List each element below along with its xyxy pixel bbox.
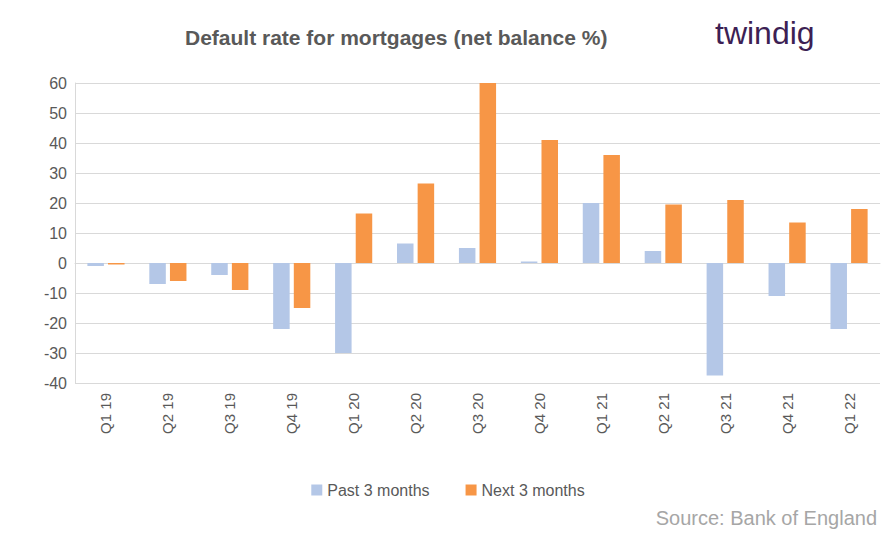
svg-text:60: 60 [49,75,67,92]
svg-text:Next 3 months: Next 3 months [482,482,585,499]
svg-text:-10: -10 [44,285,67,302]
svg-text:Q2 19: Q2 19 [159,393,176,434]
svg-text:Q2 20: Q2 20 [407,393,424,434]
svg-text:0: 0 [58,255,67,272]
svg-text:Default rate for mortgages (ne: Default rate for mortgages (net balance … [185,26,607,49]
svg-text:Q1 19: Q1 19 [97,393,114,434]
svg-text:Q1 20: Q1 20 [345,393,362,434]
svg-text:40: 40 [49,135,67,152]
svg-text:Q1 22: Q1 22 [841,393,858,434]
svg-text:-20: -20 [44,315,67,332]
svg-text:Q3 21: Q3 21 [717,393,734,434]
svg-text:Q4 21: Q4 21 [779,393,796,434]
svg-text:10: 10 [49,225,67,242]
svg-text:Q4 20: Q4 20 [531,393,548,434]
svg-text:twindig: twindig [715,15,815,51]
svg-text:Q1 21: Q1 21 [593,393,610,434]
svg-text:-40: -40 [44,375,67,392]
svg-text:30: 30 [49,165,67,182]
svg-text:50: 50 [49,105,67,122]
svg-text:Q3 19: Q3 19 [221,393,238,434]
svg-text:Q2 21: Q2 21 [655,393,672,434]
svg-text:Q3 20: Q3 20 [469,393,486,434]
svg-text:Past 3 months: Past 3 months [327,482,429,499]
svg-text:Q4 19: Q4 19 [283,393,300,434]
svg-text:Source: Bank of England: Source: Bank of England [656,507,877,529]
svg-text:20: 20 [49,195,67,212]
svg-text:-30: -30 [44,345,67,362]
